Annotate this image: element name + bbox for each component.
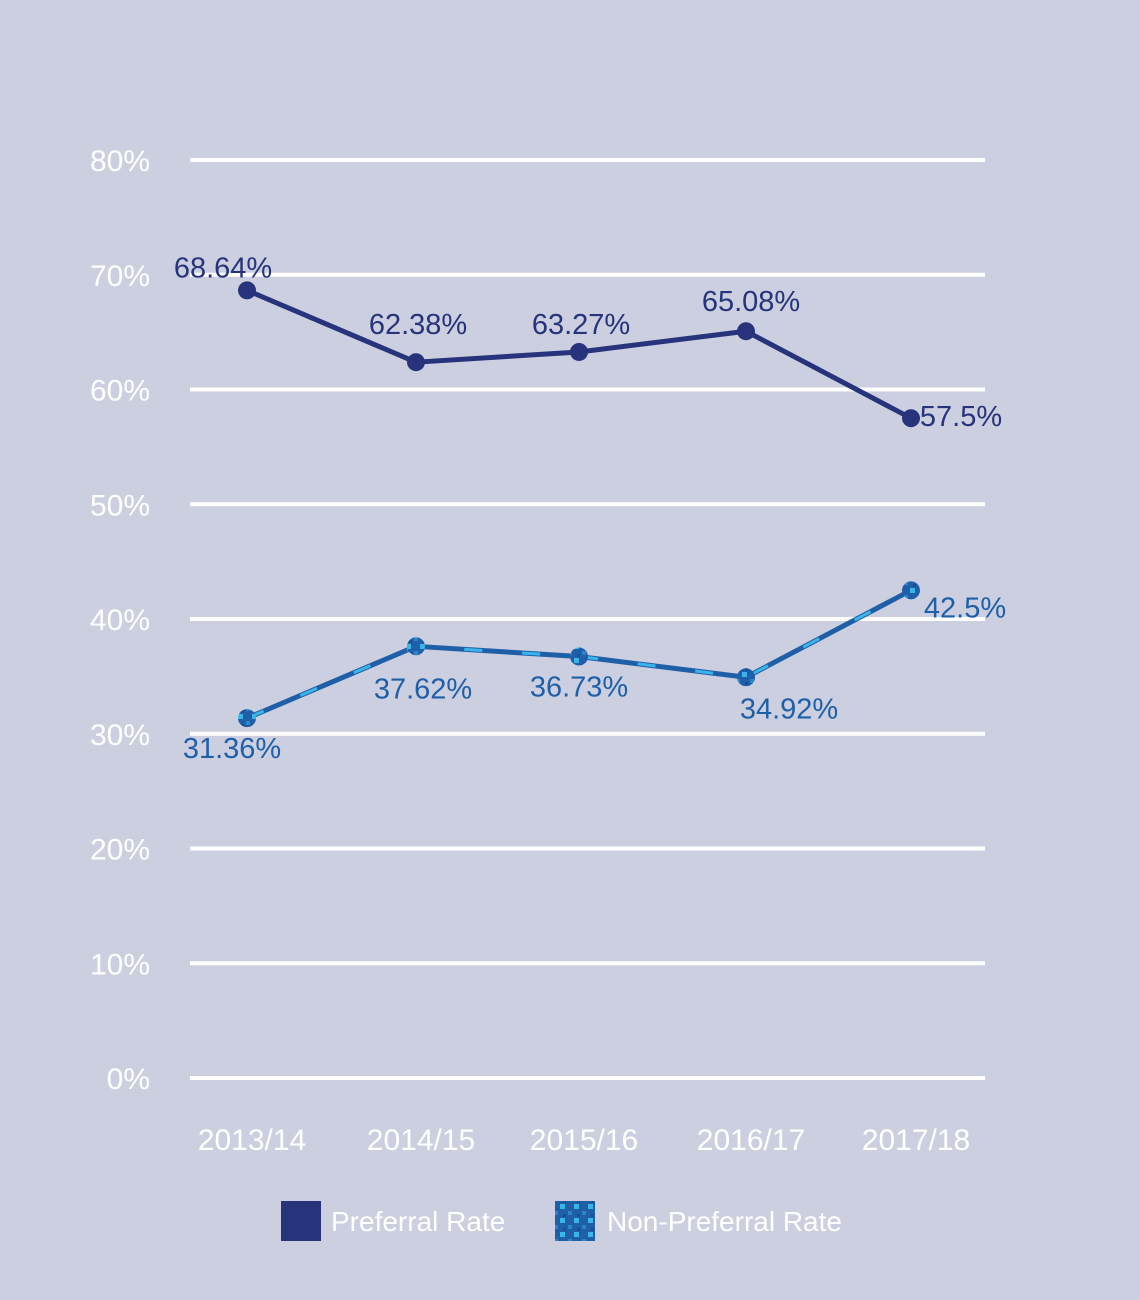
data-label: 34.92% [740, 693, 838, 725]
data-point [238, 281, 256, 300]
data-labels: 68.64% 62.38% 63.27% 65.08% 57.5% 31.36% 37.62… [174, 252, 1006, 765]
legend-label: Non-Preferral Rate [607, 1206, 842, 1237]
x-tick-label: 2014/15 [367, 1124, 475, 1157]
data-label: 57.5% [920, 401, 1002, 433]
legend: Preferral Rate Non-Preferral Rate [281, 1201, 842, 1241]
data-label: 65.08% [702, 286, 800, 318]
x-axis-ticks: 2013/14 2014/15 2015/16 2016/17 2017/18 [198, 1124, 970, 1157]
data-point [238, 709, 256, 728]
y-tick-label: 10% [90, 948, 150, 981]
legend-label: Preferral Rate [331, 1206, 505, 1237]
data-label: 36.73% [530, 672, 628, 704]
series-line-highlight [246, 588, 912, 720]
data-point [570, 647, 588, 666]
y-tick-label: 0% [107, 1063, 150, 1096]
y-tick-label: 30% [90, 719, 150, 752]
data-label: 37.62% [374, 673, 472, 705]
data-point [407, 353, 425, 372]
y-tick-label: 70% [90, 260, 150, 293]
data-label: 63.27% [532, 309, 630, 341]
data-point [407, 637, 425, 656]
data-point [737, 668, 755, 687]
data-point [737, 322, 755, 341]
legend-swatch [555, 1201, 595, 1241]
series [238, 281, 920, 728]
data-label: 31.36% [183, 733, 281, 765]
data-point [902, 409, 920, 428]
y-tick-label: 40% [90, 604, 150, 637]
y-tick-label: 50% [90, 489, 150, 522]
y-tick-label: 80% [90, 145, 150, 178]
y-tick-label: 60% [90, 375, 150, 408]
y-axis-ticks: 0% 10% 20% 30% 40% 50% 60% 70% 80% [90, 145, 150, 1096]
legend-swatch [281, 1201, 321, 1241]
data-point [902, 581, 920, 600]
data-point [570, 342, 588, 361]
gridlines [190, 158, 985, 1080]
x-tick-label: 2016/17 [697, 1124, 805, 1157]
y-tick-label: 20% [90, 834, 150, 867]
x-tick-label: 2017/18 [862, 1124, 970, 1157]
data-label: 42.5% [924, 592, 1006, 624]
data-label: 62.38% [369, 309, 467, 341]
x-tick-label: 2015/16 [530, 1124, 638, 1157]
data-label: 68.64% [174, 252, 272, 284]
x-tick-label: 2013/14 [198, 1124, 306, 1157]
